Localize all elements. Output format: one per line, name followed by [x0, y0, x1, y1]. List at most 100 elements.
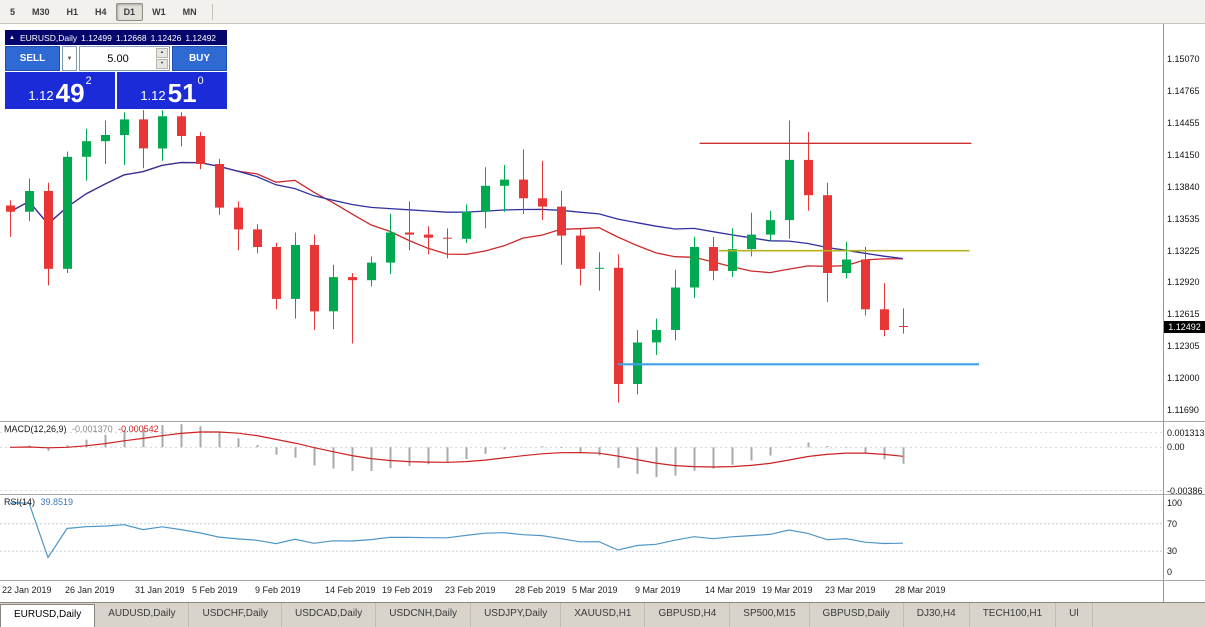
timeframe-toolbar: 5 M30 H1 H4 D1 W1 MN — [0, 0, 1205, 24]
timeframe-button-d1[interactable]: D1 — [115, 2, 144, 21]
symbol-period-label: EURUSD,Daily — [19, 32, 78, 43]
chart-tab-audusd-daily[interactable]: AUDUSD,Daily — [95, 603, 190, 627]
volume-preset-dropdown[interactable]: ▼ — [62, 46, 77, 71]
preset-caret-icon: ▼ — [66, 55, 73, 62]
price-axis-label: 1.14765 — [1167, 86, 1200, 96]
rsi-axis-label: 30 — [1167, 546, 1178, 556]
date-axis-label: 28 Mar 2019 — [895, 585, 946, 595]
price-scale[interactable]: 1.15070 1.14765 1.14455 1.14150 1.13840 1.135… — [1164, 24, 1205, 421]
macd-indicator-label: MACD(12,26,9) -0.001370 -0.000542 — [4, 424, 159, 434]
chart-tab-xauusd-h1[interactable]: XAUUSD,H1 — [561, 603, 646, 627]
volume-input[interactable] — [80, 52, 169, 65]
sell-button[interactable]: SELL — [5, 46, 60, 71]
price-axis-label: 1.13535 — [1167, 214, 1200, 224]
date-axis-label: 14 Feb 2019 — [325, 585, 376, 595]
buy-price-pip: 0 — [197, 75, 204, 87]
date-axis-label: 31 Jan 2019 — [135, 585, 185, 595]
one-click-trading-panel: ▲ EURUSD,Daily 1.12499 1.12668 1.12426 1… — [5, 30, 227, 109]
ohlc-low: 1.12426 — [150, 32, 182, 43]
rsi-name: RSI(14) — [4, 497, 36, 507]
macd-name: MACD(12,26,9) — [4, 424, 67, 434]
pane-separator[interactable] — [0, 421, 1205, 422]
rsi-axis-label: 0 — [1167, 567, 1173, 577]
timeframe-button-mn[interactable]: MN — [175, 3, 205, 21]
sell-price-base: 1.12 — [28, 88, 54, 103]
volume-field: ▲ ▼ — [79, 46, 170, 71]
rsi-scale[interactable]: 100 70 30 0 — [1164, 495, 1205, 580]
chart-tab-sp500-m15[interactable]: SP500,M15 — [730, 603, 810, 627]
ohlc-close: 1.12492 — [185, 32, 217, 43]
sell-price-display[interactable]: 1.12 49 2 — [5, 72, 115, 109]
date-axis-label: 5 Mar 2019 — [572, 585, 618, 595]
buy-price-display[interactable]: 1.12 51 0 — [117, 72, 227, 109]
timeframe-button-m30[interactable]: M30 — [24, 3, 58, 21]
chart-tab-usdchf-daily[interactable]: USDCHF,Daily — [189, 603, 283, 627]
macd-signal-line — [9, 431, 904, 468]
macd-axis-label: 0.001313 — [1167, 428, 1205, 438]
date-axis-label: 19 Feb 2019 — [382, 585, 433, 595]
chart-tab-gbpusd-daily[interactable]: GBPUSD,Daily — [810, 603, 904, 627]
candles-layer — [6, 110, 908, 403]
pane-separator[interactable] — [0, 580, 1205, 581]
rsi-indicator-label: RSI(14) 39.8519 — [4, 497, 73, 507]
chart-tab-gbpusd-h4[interactable]: GBPUSD,H4 — [645, 603, 731, 627]
price-axis-label: 1.12920 — [1167, 277, 1200, 287]
price-axis-border — [1163, 24, 1164, 602]
date-axis-label: 19 Mar 2019 — [762, 585, 813, 595]
date-axis-label: 28 Feb 2019 — [515, 585, 566, 595]
price-axis-label: 1.11690 — [1167, 405, 1199, 415]
timeframe-button-w1[interactable]: W1 — [144, 3, 174, 21]
timeframe-button-h4[interactable]: H4 — [87, 3, 115, 21]
date-axis-label: 9 Mar 2019 — [635, 585, 681, 595]
spin-up-icon[interactable]: ▲ — [156, 48, 168, 58]
date-axis-label: 22 Jan 2019 — [2, 585, 52, 595]
pane-separator[interactable] — [0, 494, 1205, 495]
date-axis-label: 9 Feb 2019 — [255, 585, 301, 595]
macd-histogram — [28, 424, 905, 478]
chart-tab-usdcnh-daily[interactable]: USDCNH,Daily — [376, 603, 472, 627]
rsi-axis-label: 70 — [1167, 519, 1178, 529]
price-axis-label: 1.12000 — [1167, 373, 1200, 383]
price-axis-label: 1.14455 — [1167, 118, 1200, 128]
timeframe-button-h1[interactable]: H1 — [59, 3, 87, 21]
chart-ohlc-header[interactable]: ▲ EURUSD,Daily 1.12499 1.12668 1.12426 1… — [5, 30, 227, 45]
date-axis-label: 26 Jan 2019 — [65, 585, 115, 595]
current-price-badge: 1.12492 — [1164, 321, 1205, 333]
volume-stepper: ▲ ▼ — [156, 48, 168, 69]
price-axis-label: 1.15070 — [1167, 54, 1200, 64]
chart-tab-ul[interactable]: Ul — [1056, 603, 1093, 627]
price-axis-label: 1.13225 — [1167, 246, 1200, 256]
macd-indicator-pane[interactable] — [0, 422, 1163, 494]
price-axis-label: 1.12305 — [1167, 341, 1200, 351]
ma-34-line[interactable] — [9, 161, 904, 260]
price-axis-label: 1.13840 — [1167, 182, 1200, 192]
chart-tab-eurusd-daily[interactable]: EURUSD,Daily — [0, 604, 96, 627]
timeframe-button-5[interactable]: 5 — [2, 3, 23, 21]
rsi-line — [10, 502, 904, 559]
collapse-arrow-icon[interactable]: ▲ — [9, 34, 15, 41]
ohlc-open: 1.12499 — [81, 32, 112, 43]
price-axis-label: 1.12615 — [1167, 309, 1200, 319]
rsi-indicator-pane[interactable] — [0, 495, 1163, 580]
chart-tab-bar: EURUSD,Daily AUDUSD,Daily USDCHF,Daily USDC… — [0, 602, 1205, 627]
chart-tab-tech100-h1[interactable]: TECH100,H1 — [970, 603, 1057, 627]
ma-13-line[interactable] — [9, 161, 904, 274]
macd-scale[interactable]: 0.001313 0.00 -0.00386 — [1164, 422, 1205, 496]
spin-down-icon[interactable]: ▼ — [156, 59, 168, 69]
ohlc-high: 1.12668 — [115, 32, 147, 43]
date-axis-label: 23 Feb 2019 — [445, 585, 496, 595]
rsi-value: 39.8519 — [40, 497, 74, 507]
buy-price-base: 1.12 — [140, 88, 166, 103]
chart-tab-dj30-h4[interactable]: DJ30,H4 — [904, 603, 970, 627]
macd-signal-value: -0.000542 — [118, 424, 159, 434]
sell-price-pip: 2 — [85, 75, 92, 87]
main-price-chart[interactable] — [0, 24, 1163, 421]
chart-tab-usdcad-daily[interactable]: USDCAD,Daily — [282, 603, 377, 627]
chart-tab-usdjpy-daily[interactable]: USDJPY,Daily — [471, 603, 562, 627]
macd-main-value: -0.001370 — [72, 424, 113, 434]
time-scale[interactable]: 22 Jan 2019 26 Jan 2019 31 Jan 2019 5 Feb 2… — [0, 581, 1163, 602]
buy-button[interactable]: BUY — [172, 46, 227, 71]
sell-price-big: 49 — [55, 78, 85, 108]
macd-axis-label: 0.00 — [1167, 442, 1185, 452]
